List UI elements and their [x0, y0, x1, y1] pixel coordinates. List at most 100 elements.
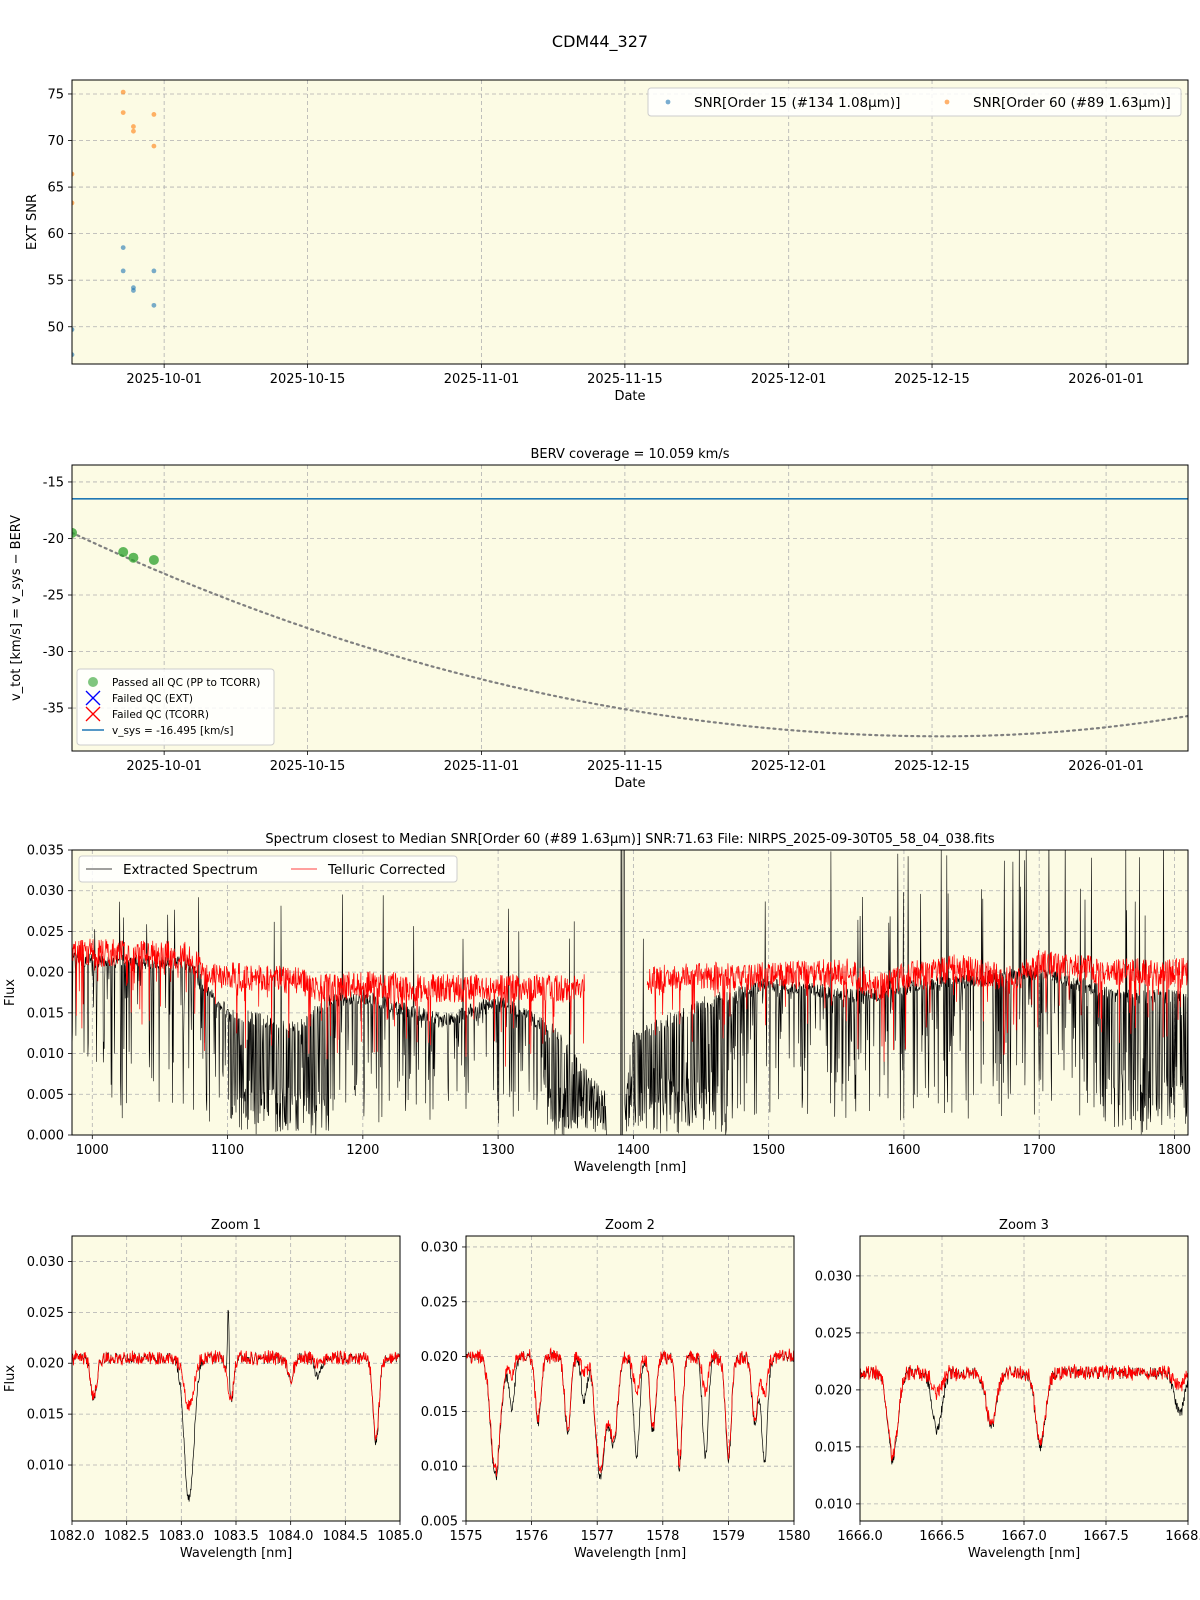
chart-title: BERV coverage = 10.059 km/s — [531, 447, 730, 462]
y-tick-label: 0.025 — [27, 925, 64, 940]
data-point — [131, 124, 136, 129]
y-tick-label: 65 — [47, 181, 64, 196]
y-tick-label: -35 — [43, 702, 64, 717]
legend-box — [78, 855, 458, 883]
y-tick-label: 70 — [47, 134, 64, 149]
legend-label: Failed QC (TCORR) — [112, 709, 209, 721]
y-axis-label: Flux — [3, 1365, 18, 1392]
y-tick-label: 0.000 — [27, 1129, 64, 1144]
x-axis-label: Wavelength [nm] — [574, 1160, 686, 1175]
x-tick-label: 2026-01-01 — [1068, 372, 1144, 387]
y-tick-label: 50 — [47, 320, 64, 335]
data-point — [151, 268, 157, 274]
legend-marker — [85, 706, 101, 722]
y-tick-label: 0.015 — [815, 1440, 852, 1455]
x-tick-label: 2025-12-15 — [894, 372, 970, 387]
x-tick-label: 1083.0 — [159, 1529, 205, 1544]
x-tick-label: 2025-11-15 — [587, 759, 663, 774]
berv-curve — [72, 531, 1188, 738]
x-tick-label: 1300 — [482, 1143, 515, 1158]
x-axis-label: Date — [614, 776, 645, 791]
spectrum-chart: 1000 1100 1200 1300 1400 1500 1600 1700 1800 0.00… — [3, 832, 1191, 1175]
telluric-spectrum — [860, 1364, 1188, 1462]
data-point — [72, 352, 75, 358]
data-point — [131, 128, 136, 134]
axes-frame — [71, 79, 1189, 365]
y-tick-label: 0.030 — [27, 884, 64, 899]
y-tick-label: -15 — [43, 475, 64, 490]
x-axis-label: Date — [614, 389, 645, 404]
y-tick-label: 0.010 — [27, 1459, 64, 1474]
x-tick-label: 2025-10-01 — [126, 372, 202, 387]
x-tick-label: 1668.0 — [1165, 1529, 1200, 1544]
y-tick-label: 55 — [47, 274, 64, 289]
x-tick-label: 1084.0 — [268, 1529, 314, 1544]
legend-marker — [944, 99, 950, 105]
legend-marker — [88, 677, 98, 687]
x-tick-label: 1666.0 — [837, 1529, 883, 1544]
passed-point — [128, 552, 139, 563]
legend-label: Extracted Spectrum — [123, 862, 258, 878]
x-tick-label: 2026-01-01 — [1068, 759, 1144, 774]
x-tick-label: 2025-12-15 — [894, 759, 970, 774]
plot-content — [72, 498, 1188, 738]
data-point — [131, 288, 136, 293]
x-tick-label: 2025-10-15 — [270, 759, 346, 774]
y-tick-label: 0.015 — [421, 1405, 458, 1420]
legend: Extracted Spectrum Telluric Corrected — [78, 855, 458, 883]
y-tick-label: 0.010 — [421, 1460, 458, 1475]
x-tick-label: 1085.0 — [377, 1529, 423, 1544]
legend-label: Passed all QC (PP to TCORR) — [112, 677, 260, 689]
chart-title: Zoom 3 — [999, 1218, 1049, 1233]
plot-content — [860, 1364, 1188, 1465]
x-tick-label: 1576 — [515, 1529, 548, 1544]
figure-title: CDM44_327 — [552, 32, 648, 52]
y-tick-label: 0.010 — [27, 1047, 64, 1062]
data-point — [120, 110, 126, 115]
zoom1-chart: 1082.0 1082.5 1083.0 1083.5 1084.0 1084.5 1085… — [3, 1218, 423, 1561]
x-tick-label: 1082.5 — [104, 1529, 150, 1544]
data-point — [151, 112, 157, 117]
telluric-spectrum — [466, 1347, 794, 1477]
y-tick-label: -30 — [43, 645, 64, 660]
extracted-spectrum — [72, 850, 1188, 1135]
passed-point — [148, 554, 159, 565]
x-tick-label: 1400 — [617, 1143, 650, 1158]
axes-frame — [71, 1235, 401, 1522]
plot-content — [466, 1347, 794, 1481]
y-axis-label: v_tot [km/s] = v_sys − BERV — [9, 515, 24, 701]
y-tick-label: 0.030 — [27, 1255, 64, 1270]
data-point — [120, 245, 126, 251]
legend-box — [76, 668, 275, 746]
x-tick-label: 1084.5 — [323, 1529, 369, 1544]
telluric-spectrum — [72, 1350, 400, 1441]
x-tick-label: 2025-12-01 — [751, 372, 827, 387]
x-tick-label: 1578 — [646, 1529, 679, 1544]
y-tick-label: 0.015 — [27, 1006, 64, 1021]
y-tick-label: 0.025 — [815, 1326, 852, 1341]
legend: Passed all QC (PP to TCORR) Failed QC (EX… — [76, 668, 275, 746]
y-tick-label: 0.015 — [27, 1408, 64, 1423]
telluric-spectrum — [646, 950, 1188, 1062]
y-tick-label: 75 — [47, 87, 64, 102]
legend-label: Telluric Corrected — [327, 862, 445, 878]
x-tick-label: 2025-11-01 — [444, 759, 520, 774]
legend-marker — [665, 99, 671, 105]
y-tick-label: 0.030 — [421, 1240, 458, 1255]
x-tick-label: 2025-10-15 — [270, 372, 346, 387]
chart-title: Zoom 1 — [211, 1218, 261, 1233]
x-tick-label: 1100 — [211, 1143, 244, 1158]
y-tick-label: 0.005 — [421, 1515, 458, 1530]
chart-title: Zoom 2 — [605, 1218, 655, 1233]
x-tick-label: 1082.0 — [49, 1529, 95, 1544]
x-tick-label: 1579 — [712, 1529, 745, 1544]
zoom3-chart: 1666.0 1666.5 1667.0 1667.5 1668.0 0.010 0.015… — [815, 1218, 1200, 1561]
x-tick-label: 1083.5 — [213, 1529, 259, 1544]
y-tick-label: 0.020 — [815, 1383, 852, 1398]
y-tick-label: 0.025 — [421, 1295, 458, 1310]
x-tick-label: 1200 — [346, 1143, 379, 1158]
scatter-points — [72, 89, 157, 358]
data-point — [120, 268, 126, 274]
data-point — [72, 200, 75, 206]
